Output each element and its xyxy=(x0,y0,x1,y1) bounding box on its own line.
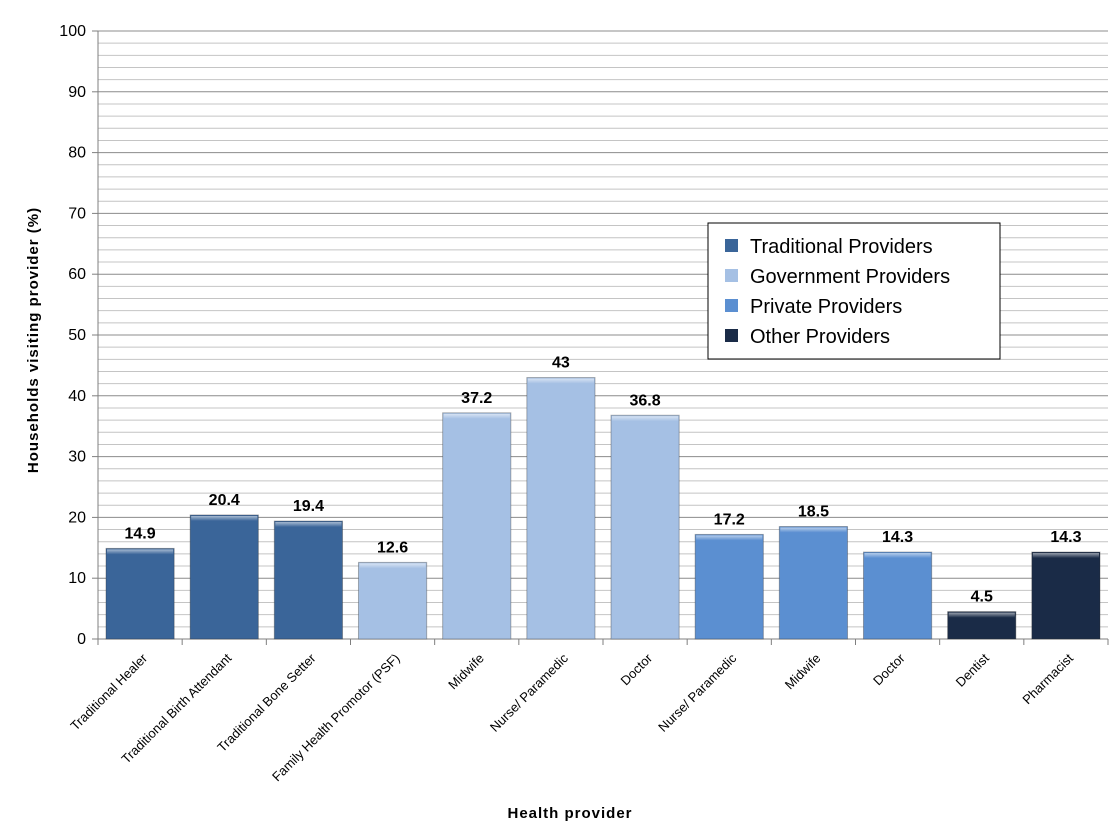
data-label: 4.5 xyxy=(971,589,993,606)
y-axis-title: Households visiting provider (%) xyxy=(25,207,42,473)
y-tick-label: 100 xyxy=(59,23,86,40)
y-tick-label: 10 xyxy=(68,570,86,587)
data-label: 14.9 xyxy=(125,525,156,542)
x-tick-label: Nurse/ Paramedic xyxy=(655,650,740,735)
bar xyxy=(105,547,175,640)
data-label: 17.2 xyxy=(714,511,745,528)
bar-highlight xyxy=(106,549,174,555)
x-tick-label: Doctor xyxy=(870,650,908,688)
bar-highlight xyxy=(443,413,510,419)
x-tick-label: Nurse/ Paramedic xyxy=(487,650,572,735)
x-tick-label: Midwife xyxy=(445,651,487,693)
legend-entry: Other Providers xyxy=(750,326,890,348)
bar xyxy=(273,520,344,640)
y-tick-label: 20 xyxy=(68,509,86,526)
data-label: 18.5 xyxy=(798,504,829,521)
x-tick-label: Pharmacist xyxy=(1019,650,1076,707)
data-label: 37.2 xyxy=(461,390,492,407)
bar-highlight xyxy=(191,515,258,521)
grid-layer xyxy=(98,30,1108,640)
legend-box xyxy=(707,222,1001,360)
bar-highlight xyxy=(527,378,595,384)
legend-entry: Government Providers xyxy=(750,266,950,288)
bar xyxy=(526,377,596,640)
data-label: 43 xyxy=(552,355,570,372)
data-label: 14.3 xyxy=(1050,529,1081,546)
bar-highlight xyxy=(359,563,426,569)
bar xyxy=(442,412,512,640)
legend-entry: Private Providers xyxy=(750,296,902,318)
bar-highlight xyxy=(611,416,679,422)
y-tick-label: 70 xyxy=(68,205,86,222)
bar xyxy=(694,533,764,640)
bar xyxy=(189,514,259,640)
bar-highlight xyxy=(275,522,342,528)
x-tick-label: Doctor xyxy=(618,650,656,688)
x-tick-label: Dentist xyxy=(953,650,992,689)
data-label: 14.3 xyxy=(882,529,913,546)
data-label: 19.4 xyxy=(293,498,324,515)
bar-layer xyxy=(105,377,1101,640)
legend-swatch xyxy=(725,329,738,342)
legend-swatch xyxy=(725,299,738,312)
legend: Traditional Providers Government Provider… xyxy=(707,222,1001,360)
legend-swatch xyxy=(725,269,738,282)
bar xyxy=(1031,551,1101,640)
bar xyxy=(778,526,849,640)
y-tick-label: 40 xyxy=(68,388,86,405)
bar-highlight xyxy=(696,535,763,541)
y-tick-label: 90 xyxy=(68,84,86,101)
bar xyxy=(610,414,680,640)
y-tick-label: 60 xyxy=(68,266,86,283)
data-label: 12.6 xyxy=(377,539,408,556)
axis-layer: 0 10 20 30 40 50 60 70 80 90 100 xyxy=(59,23,1109,648)
bar xyxy=(357,561,428,640)
bar-highlight xyxy=(1032,553,1100,559)
bar-highlight xyxy=(864,553,931,559)
y-tick-label: 30 xyxy=(68,449,86,466)
legend-entry: Traditional Providers xyxy=(750,236,933,258)
bar-highlight xyxy=(780,527,847,533)
y-tick-label: 80 xyxy=(68,145,86,162)
bar-highlight xyxy=(948,612,1015,618)
legend-swatch xyxy=(725,239,738,252)
data-label: 36.8 xyxy=(630,392,661,409)
bar xyxy=(862,551,933,640)
y-tick-label: 0 xyxy=(77,631,86,648)
data-label: 20.4 xyxy=(209,492,240,509)
x-tick-label: Traditional Healer xyxy=(67,650,150,733)
x-axis-title: Health provider xyxy=(507,805,632,822)
y-tick-label: 50 xyxy=(68,327,86,344)
x-tick-label: Midwife xyxy=(782,651,824,693)
